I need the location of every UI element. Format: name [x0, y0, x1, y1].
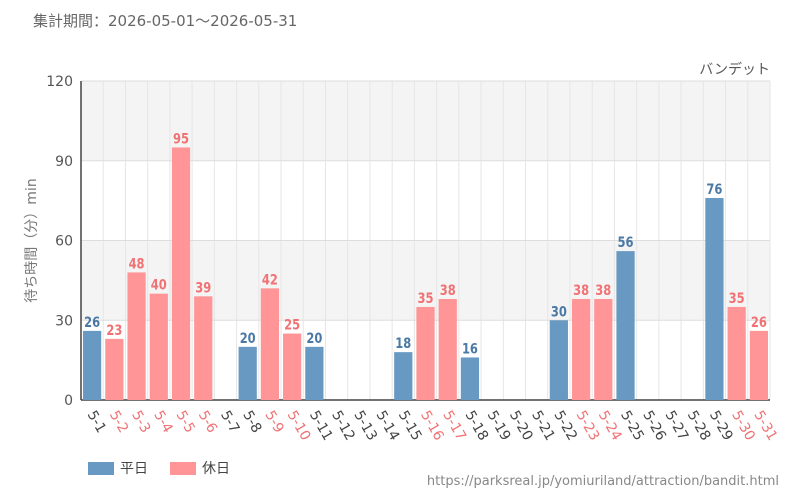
bar — [260, 288, 280, 400]
bar — [171, 147, 191, 400]
bar-value-label: 38 — [440, 283, 456, 299]
bar-value-label: 56 — [618, 235, 634, 251]
bar — [571, 298, 591, 400]
y-tick-label: 30 — [55, 313, 73, 329]
y-tick-label: 60 — [55, 234, 73, 250]
bar — [305, 346, 324, 400]
bar-value-label: 35 — [418, 291, 434, 307]
x-tick-label: 5-31 — [750, 408, 780, 444]
bar — [460, 357, 480, 400]
x-tick-label: 5-8 — [239, 408, 264, 436]
x-tick-label: 5-4 — [150, 408, 175, 436]
bar-value-label: 48 — [129, 256, 145, 272]
chart-title: バンデット — [699, 61, 770, 78]
legend-item-weekday[interactable]: 平日 — [88, 458, 148, 478]
bar — [705, 197, 724, 400]
x-tick-label: 5-1 — [84, 408, 109, 436]
x-tick-label: 5-9 — [261, 408, 286, 436]
bar-value-label: 39 — [195, 280, 211, 296]
legend-item-holiday[interactable]: 休日 — [170, 458, 230, 478]
x-tick-label: 5-6 — [195, 408, 220, 436]
bar-value-label: 38 — [573, 283, 589, 299]
bar — [194, 296, 213, 400]
bar — [594, 298, 613, 400]
bar-value-label: 38 — [595, 283, 611, 299]
bar-value-label: 95 — [173, 131, 189, 147]
bar-value-label: 20 — [306, 331, 322, 347]
bar-value-label: 40 — [151, 278, 167, 294]
bar — [727, 306, 746, 400]
bar-value-label: 42 — [262, 272, 278, 288]
legend-label-holiday: 休日 — [202, 461, 230, 477]
x-tick-label: 5-5 — [173, 408, 198, 436]
bar-value-label: 35 — [729, 291, 745, 307]
bar-value-label: 25 — [284, 318, 300, 334]
plot-band — [81, 160, 770, 241]
bar — [616, 251, 635, 400]
x-tick-label: 5-3 — [128, 408, 153, 436]
bar — [127, 272, 146, 400]
bar — [438, 298, 457, 400]
bar — [549, 320, 568, 400]
y-axis-label: 待ち時間（分）min — [24, 178, 40, 302]
bar-value-label: 26 — [84, 315, 100, 331]
bar — [149, 293, 168, 400]
bar-value-label: 76 — [706, 182, 722, 198]
bar-value-label: 18 — [395, 336, 411, 352]
period-label: 集計期間：2026-05-01～2026-05-31 — [33, 12, 298, 30]
bar — [416, 306, 435, 400]
x-tick-label: 5-2 — [106, 408, 131, 436]
legend-swatch-holiday — [170, 461, 196, 475]
y-tick-label: 120 — [46, 74, 73, 90]
bar — [749, 330, 768, 400]
legend-label-weekday: 平日 — [120, 461, 148, 477]
legend: 平日 休日 — [88, 458, 252, 478]
bar-value-label: 30 — [551, 304, 567, 320]
y-tick-label: 90 — [55, 154, 73, 170]
bar-value-label: 16 — [462, 341, 478, 357]
bar — [238, 346, 257, 400]
bar-value-label: 20 — [240, 331, 256, 347]
y-tick-label: 0 — [64, 393, 73, 409]
x-tick-label: 5-7 — [217, 408, 242, 436]
bar — [394, 352, 413, 400]
bar — [105, 338, 124, 400]
bar-value-label: 23 — [106, 323, 122, 339]
bar — [83, 330, 102, 400]
source-url[interactable]: https://parksreal.jp/yomiuriland/attract… — [426, 474, 779, 489]
bar — [283, 333, 302, 400]
plot-band — [81, 81, 770, 161]
legend-swatch-weekday — [88, 461, 114, 475]
bar-value-label: 26 — [751, 315, 767, 331]
